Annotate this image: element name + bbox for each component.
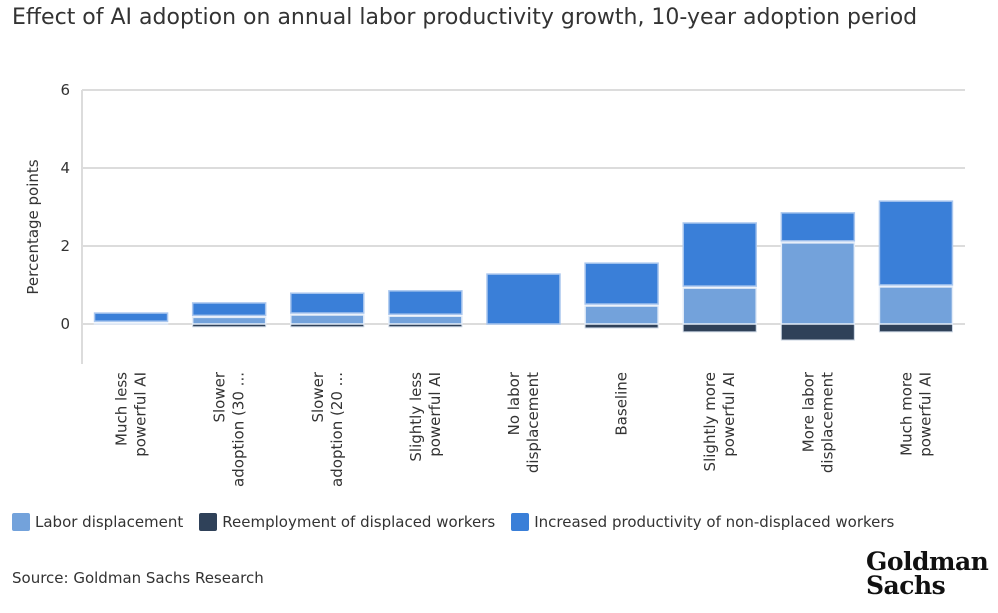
x-tick-label: Slightly lesspowerful AI (407, 372, 444, 462)
bar-chart: 0 2 4 6 Percentage points Much lesspowerful A… (24, 81, 965, 487)
y-tick-label: 0 (60, 315, 70, 333)
bar-segment-increased-productivity (486, 273, 561, 325)
y-tick-label: 4 (60, 159, 70, 177)
x-tick-label: Slightly morepowerful AI (701, 372, 738, 471)
legend: Labor displacement Reemployment of displ… (12, 513, 894, 531)
y-tick-label: 2 (60, 237, 70, 255)
bar-segment-increased-productivity (878, 200, 954, 286)
bar-segment-increased-productivity (191, 302, 267, 317)
legend-swatch (199, 513, 218, 531)
bar-segment-labor-displacement (191, 316, 267, 325)
bar-segment-labor-displacement (780, 242, 856, 325)
chart-title: Effect of AI adoption on annual labor pr… (12, 5, 918, 30)
x-tick-label: Baseline (613, 372, 631, 436)
bar-segment-labor-displacement (682, 287, 757, 325)
bar-segment-labor-displacement (290, 314, 365, 325)
bar-segment-increased-productivity (388, 290, 463, 315)
x-tick-label: More labordisplacement (799, 371, 836, 473)
legend-label: Labor displacement (35, 513, 184, 531)
y-axis-label: Percentage points (24, 159, 42, 294)
x-tick-label: Sloweradoption (20 ... (309, 371, 346, 487)
bar-segment-increased-productivity (290, 292, 365, 314)
bar-segment-reemployment (682, 323, 757, 333)
logo-line: Goldman (866, 547, 989, 576)
legend-item-labor-displacement[interactable]: Labor displacement (12, 513, 183, 531)
source-note: Source: Goldman Sachs Research (12, 569, 264, 587)
legend-swatch (511, 513, 530, 531)
goldman-sachs-logo: Goldman Sachs (866, 547, 989, 600)
bar-segment-labor-displacement (878, 286, 954, 325)
bar-segment-labor-displacement (93, 322, 169, 325)
legend-label: Increased productivity of non-displaced … (534, 513, 895, 531)
bar-segment-reemployment (780, 323, 855, 341)
x-tick-label: Much morepowerful AI (897, 372, 934, 457)
legend-item-increased-productivity[interactable]: Increased productivity of non-displaced … (511, 513, 894, 531)
logo-line: Sachs (866, 571, 946, 600)
bar-segment-increased-productivity (780, 212, 856, 242)
x-tick-label: Much lesspowerful AI (113, 372, 150, 457)
legend-item-reemployment[interactable]: Reemployment of displaced workers (199, 513, 495, 531)
bar-segment-labor-displacement (584, 305, 659, 325)
bar-segment-increased-productivity (682, 222, 757, 287)
legend-swatch (12, 513, 30, 531)
bar-segment-increased-productivity (584, 262, 659, 305)
bar-segment-labor-displacement (388, 315, 463, 325)
y-tick-label: 6 (60, 81, 70, 99)
legend-label: Reemployment of displaced workers (222, 513, 496, 531)
x-tick-label: Sloweradoption (30 ... (211, 371, 248, 487)
bar-segment-reemployment (878, 323, 953, 333)
bar-segment-increased-productivity (93, 312, 169, 322)
x-tick-label: No labordisplacement (505, 371, 542, 473)
